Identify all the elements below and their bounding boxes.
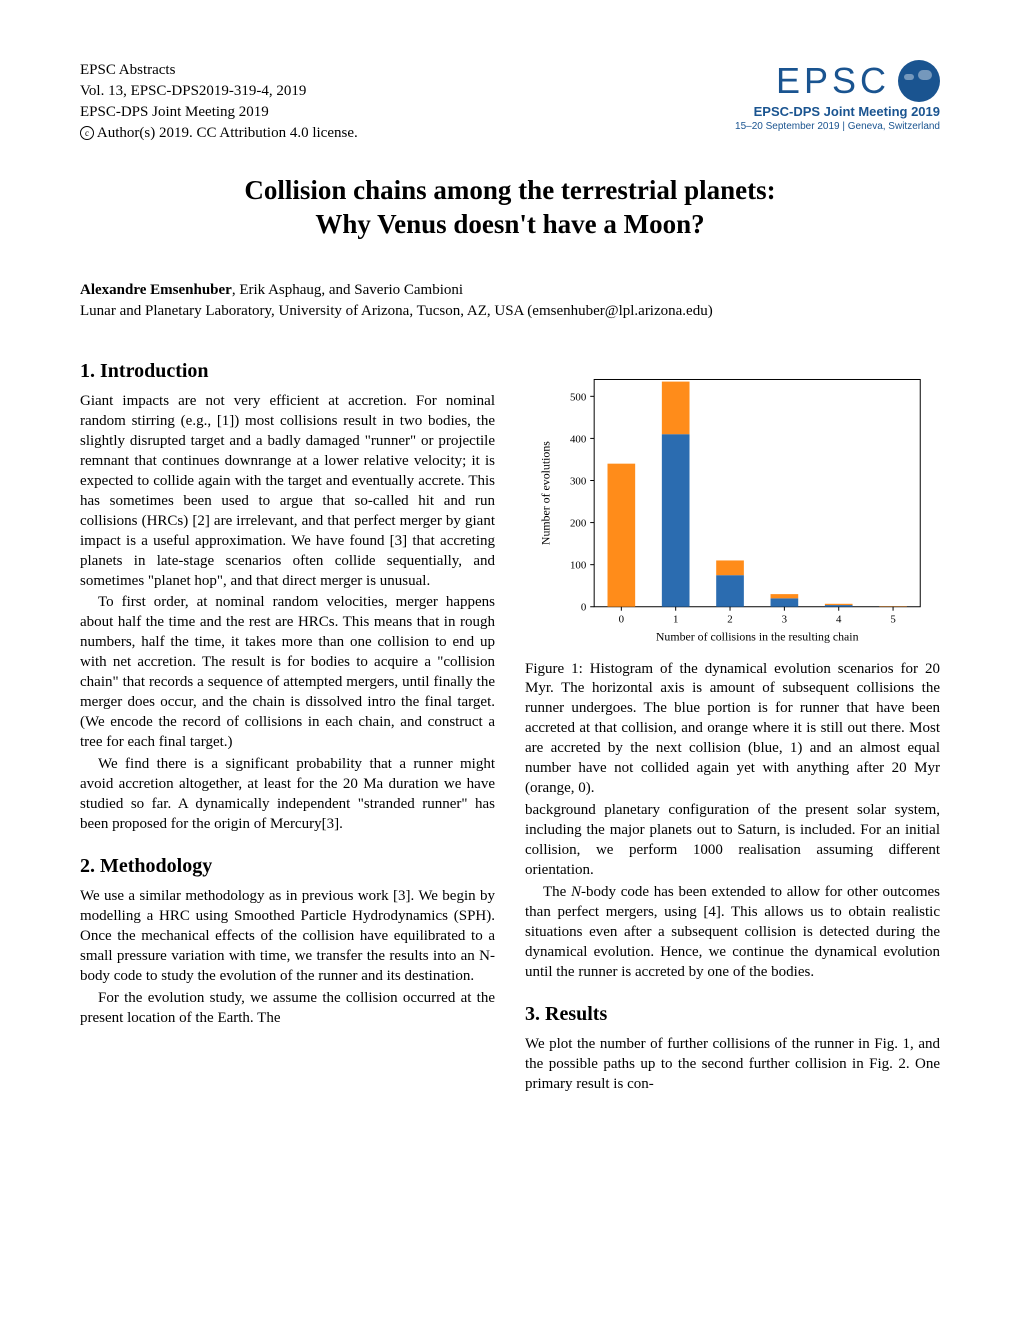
svg-text:0: 0 [581,601,587,613]
header-line3: EPSC-DPS Joint Meeting 2019 [80,102,358,123]
svg-text:2: 2 [727,613,732,625]
copyright-icon: c [80,126,94,140]
header-right: EPSC EPSC-DPS Joint Meeting 2019 15–20 S… [735,60,940,132]
epsc-logo: EPSC [735,60,940,102]
globe-icon [898,60,940,102]
right-column: 0 100 200 300 400 500 Number of evolutions 0 1 2 3… [525,358,940,1097]
s1-p2: To first order, at nominal random veloci… [80,593,495,753]
s1-p1: Giant impacts are not very efficient at … [80,392,495,591]
header-line2: Vol. 13, EPSC-DPS2019-319-4, 2019 [80,81,358,102]
svg-text:200: 200 [570,517,587,529]
svg-text:400: 400 [570,433,587,445]
s1-p3: We find there is a significant probabili… [80,755,495,835]
header-line4: c Author(s) 2019. CC Attribution 4.0 lic… [80,123,358,144]
epsc-logo-text: EPSC [776,60,890,102]
left-column: 1. Introduction Giant impacts are not ve… [80,358,495,1097]
svg-text:500: 500 [570,391,587,403]
authors: Alexandre Emsenhuber, Erik Asphaug, and … [80,282,940,299]
section-2-title: 2. Methodology [80,853,495,880]
s2-p3: background planetary configuration of th… [525,801,940,881]
affiliation: Lunar and Planetary Laboratory, Universi… [80,303,940,320]
svg-text:4: 4 [836,613,842,625]
s2-p1: We use a similar methodology as in previ… [80,887,495,987]
page: EPSC Abstracts Vol. 13, EPSC-DPS2019-319… [0,0,1020,1320]
figure-1: 0 100 200 300 400 500 Number of evolutions 0 1 2 3… [525,358,940,648]
paper-title: Collision chains among the terrestrial p… [80,174,940,242]
meeting-sub: 15–20 September 2019 | Geneva, Switzerla… [735,121,940,132]
svg-text:Number of collisions in the re: Number of collisions in the resulting ch… [656,629,859,643]
figure-1-chart: 0 100 200 300 400 500 Number of evolutions 0 1 2 3… [525,358,940,648]
svg-text:0: 0 [619,613,625,625]
columns: 1. Introduction Giant impacts are not ve… [80,358,940,1097]
section-3-title: 3. Results [525,1001,940,1028]
title-line2: Why Venus doesn't have a Moon? [80,208,940,242]
svg-text:300: 300 [570,475,587,487]
header-line1: EPSC Abstracts [80,60,358,81]
title-line1: Collision chains among the terrestrial p… [80,174,940,208]
header: EPSC Abstracts Vol. 13, EPSC-DPS2019-319… [80,60,940,144]
figure-1-caption: Figure 1: Histogram of the dynamical evo… [525,660,940,800]
svg-text:5: 5 [890,613,895,625]
header-left: EPSC Abstracts Vol. 13, EPSC-DPS2019-319… [80,60,358,144]
s3-p1: We plot the number of further collisions… [525,1035,940,1095]
svg-text:100: 100 [570,559,587,571]
svg-text:Number of evolutions: Number of evolutions [539,440,553,544]
s2-p4: The N-body code has been extended to all… [525,883,940,983]
meeting-title: EPSC-DPS Joint Meeting 2019 [735,104,940,119]
s2-p2: For the evolution study, we assume the c… [80,989,495,1029]
section-1-title: 1. Introduction [80,358,495,385]
svg-text:1: 1 [673,613,678,625]
svg-text:3: 3 [782,613,787,625]
